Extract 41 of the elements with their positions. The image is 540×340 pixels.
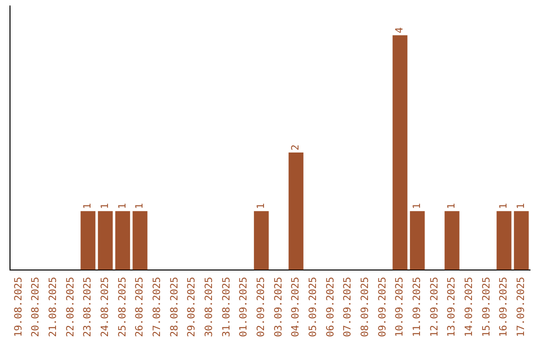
data-label: 1 [446, 203, 458, 210]
x-tick-label: 28.08.2025 [169, 276, 180, 338]
data-label: 1 [498, 203, 510, 210]
x-tick-label: 17.09.2025 [516, 276, 527, 338]
x-tick-label: 09.09.2025 [377, 276, 388, 338]
x-tick-label: 08.09.2025 [360, 276, 371, 338]
x-tick-label: 20.08.2025 [30, 276, 42, 338]
data-label: 1 [117, 203, 128, 210]
x-tick-label: 07.09.2025 [342, 276, 354, 338]
x-tick-label: 26.08.2025 [134, 276, 146, 338]
x-tick-label: 02.09.2025 [256, 276, 267, 338]
data-label: 1 [516, 203, 527, 210]
x-tick-label: 06.09.2025 [325, 276, 336, 338]
data-label: 1 [82, 203, 94, 210]
x-tick-label: 03.09.2025 [273, 276, 284, 338]
x-tick-label: 23.08.2025 [82, 276, 94, 338]
x-tick-label: 01.09.2025 [238, 276, 250, 338]
x-tick-label: 04.09.2025 [290, 276, 302, 338]
x-tick-label: 21.08.2025 [48, 276, 59, 338]
x-tick-label: 15.09.2025 [481, 276, 492, 338]
data-label: 1 [100, 203, 111, 210]
x-tick-label: 19.08.2025 [13, 276, 24, 338]
x-tick-label: 16.09.2025 [498, 276, 510, 338]
data-label: 2 [290, 144, 302, 151]
x-tick-label: 10.09.2025 [394, 276, 406, 338]
x-tick-label: 31.08.2025 [221, 276, 232, 338]
data-label: 1 [412, 203, 423, 210]
x-tick-label: 29.08.2025 [186, 276, 198, 338]
x-tick-label: 14.09.2025 [464, 276, 475, 338]
x-tick-label: 11.09.2025 [412, 276, 423, 338]
x-tick-label: 22.08.2025 [65, 276, 76, 338]
x-tick-label: 25.08.2025 [117, 276, 128, 338]
data-label: 1 [256, 203, 267, 210]
x-tick-label: 13.09.2025 [446, 276, 458, 338]
x-tick-label: 12.09.2025 [429, 276, 440, 338]
data-label: 4 [394, 27, 406, 34]
x-tick-label: 27.08.2025 [152, 276, 163, 338]
x-tick-label: 30.08.2025 [204, 276, 215, 338]
x-tick-label: 05.09.2025 [308, 276, 319, 338]
data-label: 1 [134, 203, 146, 210]
x-tick-label: 24.08.2025 [100, 276, 111, 338]
